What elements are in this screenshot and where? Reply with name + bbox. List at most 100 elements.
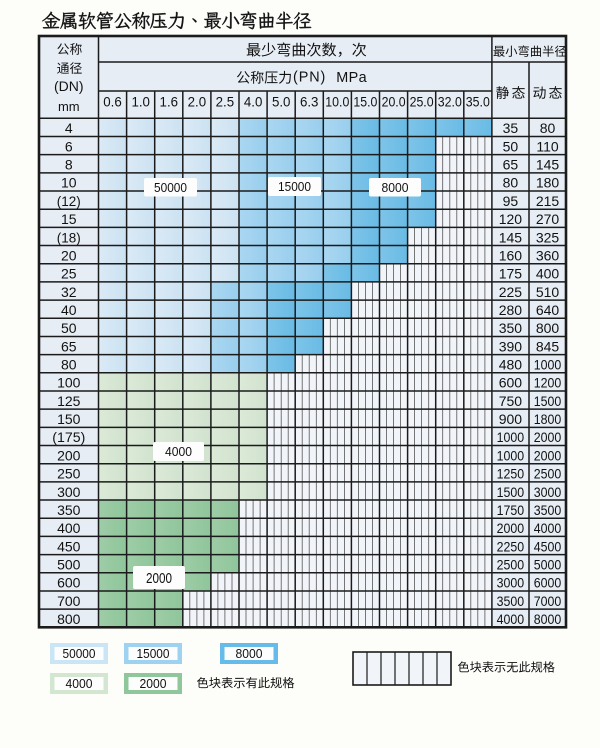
svg-text:4500: 4500 [534, 538, 562, 554]
svg-text:20.0: 20.0 [382, 94, 406, 110]
svg-text:35.0: 35.0 [466, 94, 490, 110]
svg-text:4000: 4000 [66, 677, 93, 691]
svg-text:2000: 2000 [146, 570, 172, 587]
svg-text:50000: 50000 [154, 180, 187, 195]
svg-text:6000: 6000 [534, 575, 562, 591]
svg-text:4: 4 [65, 120, 73, 136]
svg-text:160: 160 [499, 247, 523, 263]
svg-text:1250: 1250 [497, 466, 525, 482]
svg-text:6: 6 [65, 138, 73, 154]
svg-text:25: 25 [61, 266, 77, 282]
svg-text:1.0: 1.0 [131, 94, 150, 110]
svg-text:80: 80 [61, 357, 77, 373]
svg-text:1500: 1500 [534, 393, 562, 409]
svg-text:175: 175 [499, 266, 523, 282]
svg-text:110: 110 [536, 138, 559, 154]
svg-text:MPa: MPa [336, 70, 367, 86]
svg-text:2250: 2250 [497, 538, 525, 554]
svg-text:8000: 8000 [382, 180, 409, 195]
svg-text:25.0: 25.0 [410, 94, 434, 110]
svg-text:480: 480 [499, 357, 523, 373]
svg-text:2.5: 2.5 [216, 94, 235, 110]
svg-text:500: 500 [57, 557, 81, 573]
svg-text:4.0: 4.0 [244, 94, 263, 110]
svg-text:400: 400 [536, 266, 560, 282]
svg-text:1800: 1800 [534, 411, 562, 427]
svg-text:80: 80 [540, 120, 556, 136]
svg-text:1500: 1500 [497, 484, 525, 500]
svg-text:4000: 4000 [497, 611, 525, 627]
svg-text:510: 510 [536, 284, 560, 300]
svg-text:145: 145 [536, 157, 560, 173]
svg-text:2500: 2500 [497, 557, 525, 573]
svg-text:15: 15 [61, 211, 77, 227]
svg-text:325: 325 [536, 229, 560, 245]
svg-text:390: 390 [499, 338, 523, 354]
svg-text:250: 250 [57, 466, 81, 482]
svg-text:50: 50 [503, 138, 519, 154]
svg-text:800: 800 [536, 320, 560, 336]
svg-text:65: 65 [503, 157, 519, 173]
svg-text:600: 600 [499, 375, 523, 391]
svg-text:1000: 1000 [497, 429, 525, 445]
svg-text:200: 200 [57, 447, 81, 463]
svg-text:6.3: 6.3 [300, 94, 319, 110]
svg-text:4000: 4000 [534, 520, 562, 536]
svg-text:15000: 15000 [278, 179, 311, 194]
svg-text:350: 350 [499, 320, 523, 336]
svg-text:35: 35 [503, 120, 519, 136]
svg-text:8000: 8000 [236, 647, 263, 661]
svg-text:3500: 3500 [497, 593, 525, 609]
svg-text:125: 125 [57, 393, 81, 409]
svg-text:mm: mm [58, 99, 80, 114]
svg-text:225: 225 [499, 284, 523, 300]
svg-text:145: 145 [499, 229, 523, 245]
svg-text:80: 80 [503, 175, 519, 191]
svg-text:900: 900 [499, 411, 523, 427]
svg-text:3500: 3500 [534, 502, 562, 518]
svg-text:15.0: 15.0 [353, 94, 377, 110]
svg-text:10.0: 10.0 [325, 94, 349, 110]
svg-text:450: 450 [57, 538, 81, 554]
svg-text:2000: 2000 [534, 447, 562, 463]
svg-text:(175): (175) [52, 429, 85, 445]
svg-text:2000: 2000 [497, 520, 525, 536]
svg-text:3000: 3000 [534, 484, 562, 500]
svg-text:10: 10 [61, 175, 77, 191]
svg-text:2.0: 2.0 [188, 94, 207, 110]
svg-text:4000: 4000 [165, 444, 192, 459]
svg-text:270: 270 [536, 211, 560, 227]
svg-text:640: 640 [536, 302, 560, 318]
svg-text:7000: 7000 [534, 593, 562, 609]
svg-text:1000: 1000 [534, 357, 562, 373]
svg-text:700: 700 [57, 593, 81, 609]
svg-text:280: 280 [499, 302, 523, 318]
svg-text:40: 40 [61, 302, 77, 318]
svg-text:32.0: 32.0 [438, 94, 462, 110]
svg-text:180: 180 [536, 175, 560, 191]
svg-text:65: 65 [61, 338, 77, 354]
svg-text:0.6: 0.6 [103, 94, 122, 110]
svg-text:150: 150 [57, 411, 81, 427]
svg-text:100: 100 [57, 375, 81, 391]
svg-text:50000: 50000 [63, 647, 96, 661]
svg-text:(12): (12) [57, 193, 81, 209]
svg-text:1750: 1750 [497, 502, 525, 518]
svg-text:1000: 1000 [497, 447, 525, 463]
svg-text:15000: 15000 [137, 647, 170, 661]
svg-text:845: 845 [536, 338, 560, 354]
svg-text:1.6: 1.6 [160, 94, 179, 110]
svg-text:20: 20 [61, 247, 77, 263]
svg-text:3000: 3000 [497, 575, 525, 591]
svg-text:350: 350 [57, 502, 81, 518]
svg-text:120: 120 [499, 211, 523, 227]
svg-text:95: 95 [503, 193, 519, 209]
svg-text:600: 600 [57, 575, 81, 591]
svg-text:750: 750 [499, 393, 523, 409]
svg-text:(PN): (PN) [293, 70, 326, 86]
svg-text:2000: 2000 [534, 429, 562, 445]
svg-text:8: 8 [65, 157, 73, 173]
svg-text:5.0: 5.0 [272, 94, 291, 110]
svg-text:1200: 1200 [534, 375, 562, 391]
svg-text:8000: 8000 [534, 611, 562, 627]
